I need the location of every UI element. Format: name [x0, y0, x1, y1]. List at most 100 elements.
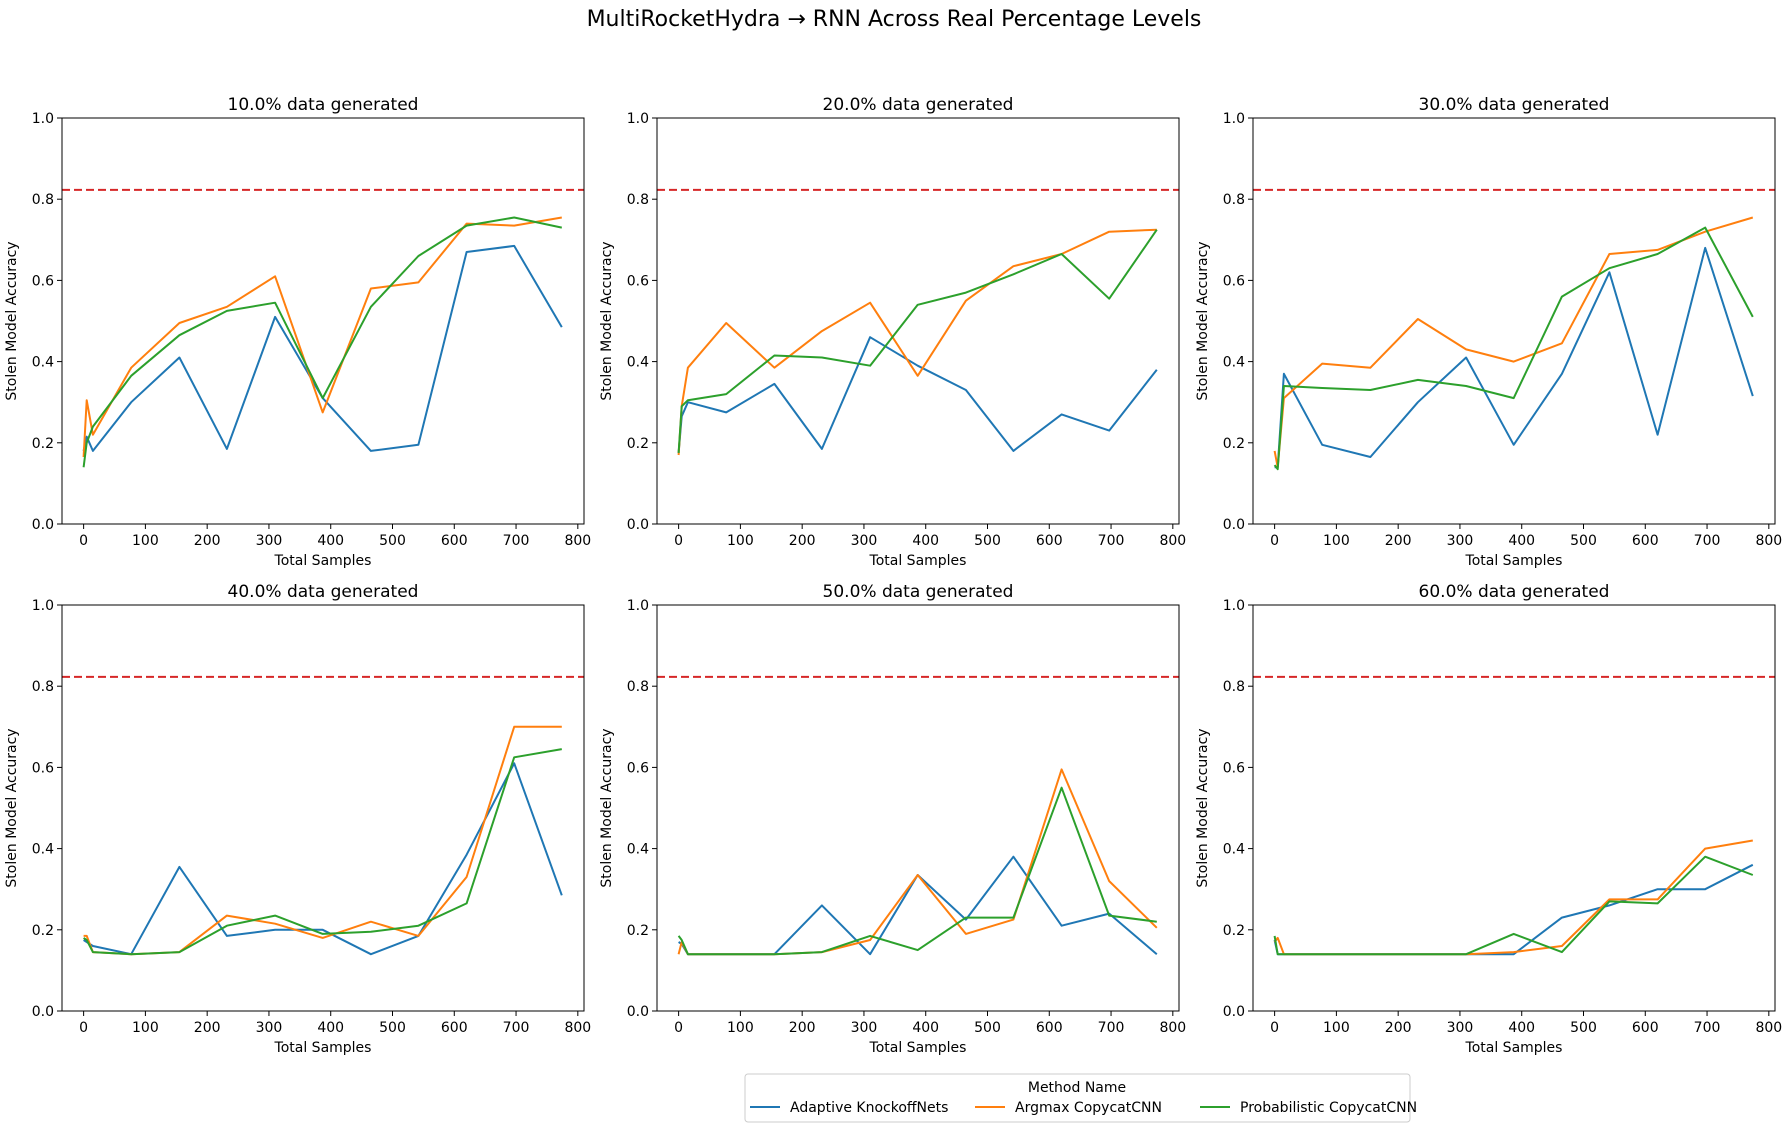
series-line-probabilistic-copycatcnn — [677, 786, 1157, 956]
y-axis-label: Stolen Model Accuracy — [599, 241, 615, 400]
y-tick-label: 0.0 — [627, 517, 649, 533]
legend-label: Adaptive KnockoffNets — [790, 1100, 948, 1116]
y-tick-label: 1.0 — [627, 598, 649, 614]
x-tick-label: 500 — [974, 533, 1001, 549]
plot-area — [1253, 605, 1775, 1011]
legend-item-argmax-copycatcnn: Argmax CopycatCNN — [975, 1100, 1162, 1116]
x-tick-label: 400 — [912, 533, 939, 549]
x-tick-label: 0 — [1270, 1020, 1279, 1036]
x-tick-label: 200 — [1385, 1020, 1412, 1036]
figure-title: MultiRocketHydra → RNN Across Real Perce… — [587, 7, 1202, 32]
y-tick-label: 0.8 — [32, 679, 54, 695]
subplot-title: 40.0% data generated — [228, 582, 419, 602]
legend-frame — [744, 1073, 1411, 1123]
x-tick-label: 0 — [79, 533, 88, 549]
x-tick-label: 400 — [912, 1020, 939, 1036]
x-tick-label: 700 — [1694, 1020, 1721, 1036]
x-tick-label: 800 — [1755, 1020, 1782, 1036]
plot-area — [657, 118, 1179, 524]
x-tick-label: 600 — [441, 1020, 468, 1036]
y-tick-label: 0.0 — [32, 517, 54, 533]
plot-area — [657, 605, 1179, 1011]
plot-area — [62, 605, 584, 1011]
x-tick-label: 400 — [317, 1020, 344, 1036]
x-tick-label: 500 — [379, 1020, 406, 1036]
series-line-probabilistic-copycatcnn — [1273, 226, 1754, 471]
y-axis-label: Stolen Model Accuracy — [4, 728, 20, 887]
plot-area — [1253, 118, 1775, 524]
series-line-adaptive-knockoffnets — [83, 762, 563, 956]
series-line-probabilistic-copycatcnn — [83, 748, 562, 956]
y-tick-label: 0.2 — [1223, 923, 1245, 939]
x-axis-label: Total Samples — [274, 553, 372, 569]
x-tick-label: 300 — [851, 1020, 878, 1036]
legend-label: Probabilistic CopycatCNN — [1240, 1100, 1417, 1116]
x-tick-label: 200 — [789, 1020, 816, 1036]
x-tick-label: 100 — [1323, 1020, 1350, 1036]
legend-label: Argmax CopycatCNN — [1015, 1100, 1162, 1116]
y-tick-label: 1.0 — [32, 111, 54, 127]
y-tick-label: 0.6 — [32, 760, 54, 776]
subplot-4: 40.0% data generated 0.0 0.2 0.4 0.6 0.8 1.0 0 1… — [4, 582, 591, 1056]
x-axis-label: Total Samples — [869, 1040, 967, 1056]
x-tick-label: 500 — [1570, 533, 1597, 549]
plot-area — [62, 118, 584, 524]
x-tick-label: 300 — [851, 533, 878, 549]
series-line-adaptive-knockoffnets — [1274, 246, 1754, 469]
series-line-probabilistic-copycatcnn — [82, 216, 563, 468]
x-tick-label: 200 — [194, 533, 221, 549]
subplot-title: 20.0% data generated — [823, 95, 1014, 115]
y-tick-label: 0.8 — [627, 679, 649, 695]
y-tick-label: 0.8 — [627, 192, 649, 208]
x-axis-label: Total Samples — [1465, 553, 1563, 569]
subplot-3: 30.0% data generated 0.0 0.2 0.4 0.6 0.8 1.0 0 1… — [1195, 95, 1782, 569]
x-tick-label: 200 — [194, 1020, 221, 1036]
x-tick-label: 0 — [79, 1020, 88, 1036]
y-tick-label: 0.2 — [627, 436, 649, 452]
x-tick-label: 0 — [674, 1020, 683, 1036]
y-tick-label: 0.4 — [1223, 355, 1245, 371]
y-tick-label: 0.0 — [1223, 1004, 1245, 1020]
legend-title: Method Name — [1028, 1080, 1126, 1096]
x-tick-label: 200 — [1385, 533, 1412, 549]
y-tick-label: 0.0 — [627, 1004, 649, 1020]
x-tick-label: 800 — [564, 1020, 591, 1036]
x-tick-label: 200 — [789, 533, 816, 549]
x-tick-label: 800 — [1159, 533, 1186, 549]
series-line-argmax-copycatcnn — [82, 216, 562, 458]
plot-frame — [656, 604, 1180, 1012]
x-tick-label: 600 — [1632, 1020, 1659, 1036]
x-tick-label: 100 — [727, 1020, 754, 1036]
subplot-5: 50.0% data generated 0.0 0.2 0.4 0.6 0.8 1.0 0 1… — [599, 582, 1186, 1056]
x-tick-label: 500 — [1570, 1020, 1597, 1036]
y-tick-label: 0.8 — [1223, 679, 1245, 695]
x-tick-label: 300 — [1447, 533, 1474, 549]
legend-item-probabilistic-copycatcnn: Probabilistic CopycatCNN — [1200, 1100, 1417, 1116]
y-tick-label: 1.0 — [1223, 111, 1245, 127]
y-axis-label: Stolen Model Accuracy — [1195, 241, 1211, 400]
legend: Method Name Adaptive KnockoffNets Argmax … — [744, 1073, 1417, 1123]
subplot-title: 50.0% data generated — [823, 582, 1014, 602]
plot-frame — [61, 604, 585, 1012]
y-tick-label: 0.8 — [1223, 192, 1245, 208]
x-tick-label: 700 — [503, 1020, 530, 1036]
x-axis-label: Total Samples — [274, 1040, 372, 1056]
y-tick-label: 1.0 — [32, 598, 54, 614]
x-tick-label: 400 — [1508, 533, 1535, 549]
y-tick-label: 0.6 — [1223, 760, 1245, 776]
subplot-2: 20.0% data generated 0.0 0.2 0.4 0.6 0.8 1.0 0 1… — [599, 95, 1186, 569]
plot-frame — [1252, 117, 1776, 525]
x-tick-label: 100 — [727, 533, 754, 549]
x-tick-label: 700 — [1098, 533, 1125, 549]
x-tick-label: 800 — [1159, 1020, 1186, 1036]
x-tick-label: 600 — [1036, 1020, 1063, 1036]
y-tick-label: 0.6 — [627, 760, 649, 776]
y-tick-label: 0.8 — [32, 192, 54, 208]
y-tick-label: 0.6 — [32, 273, 54, 289]
y-tick-label: 0.4 — [32, 842, 54, 858]
subplot-title: 10.0% data generated — [228, 95, 419, 115]
x-tick-label: 600 — [1632, 533, 1659, 549]
x-axis-label: Total Samples — [869, 553, 967, 569]
y-tick-label: 0.0 — [32, 1004, 54, 1020]
x-tick-label: 700 — [1694, 533, 1721, 549]
